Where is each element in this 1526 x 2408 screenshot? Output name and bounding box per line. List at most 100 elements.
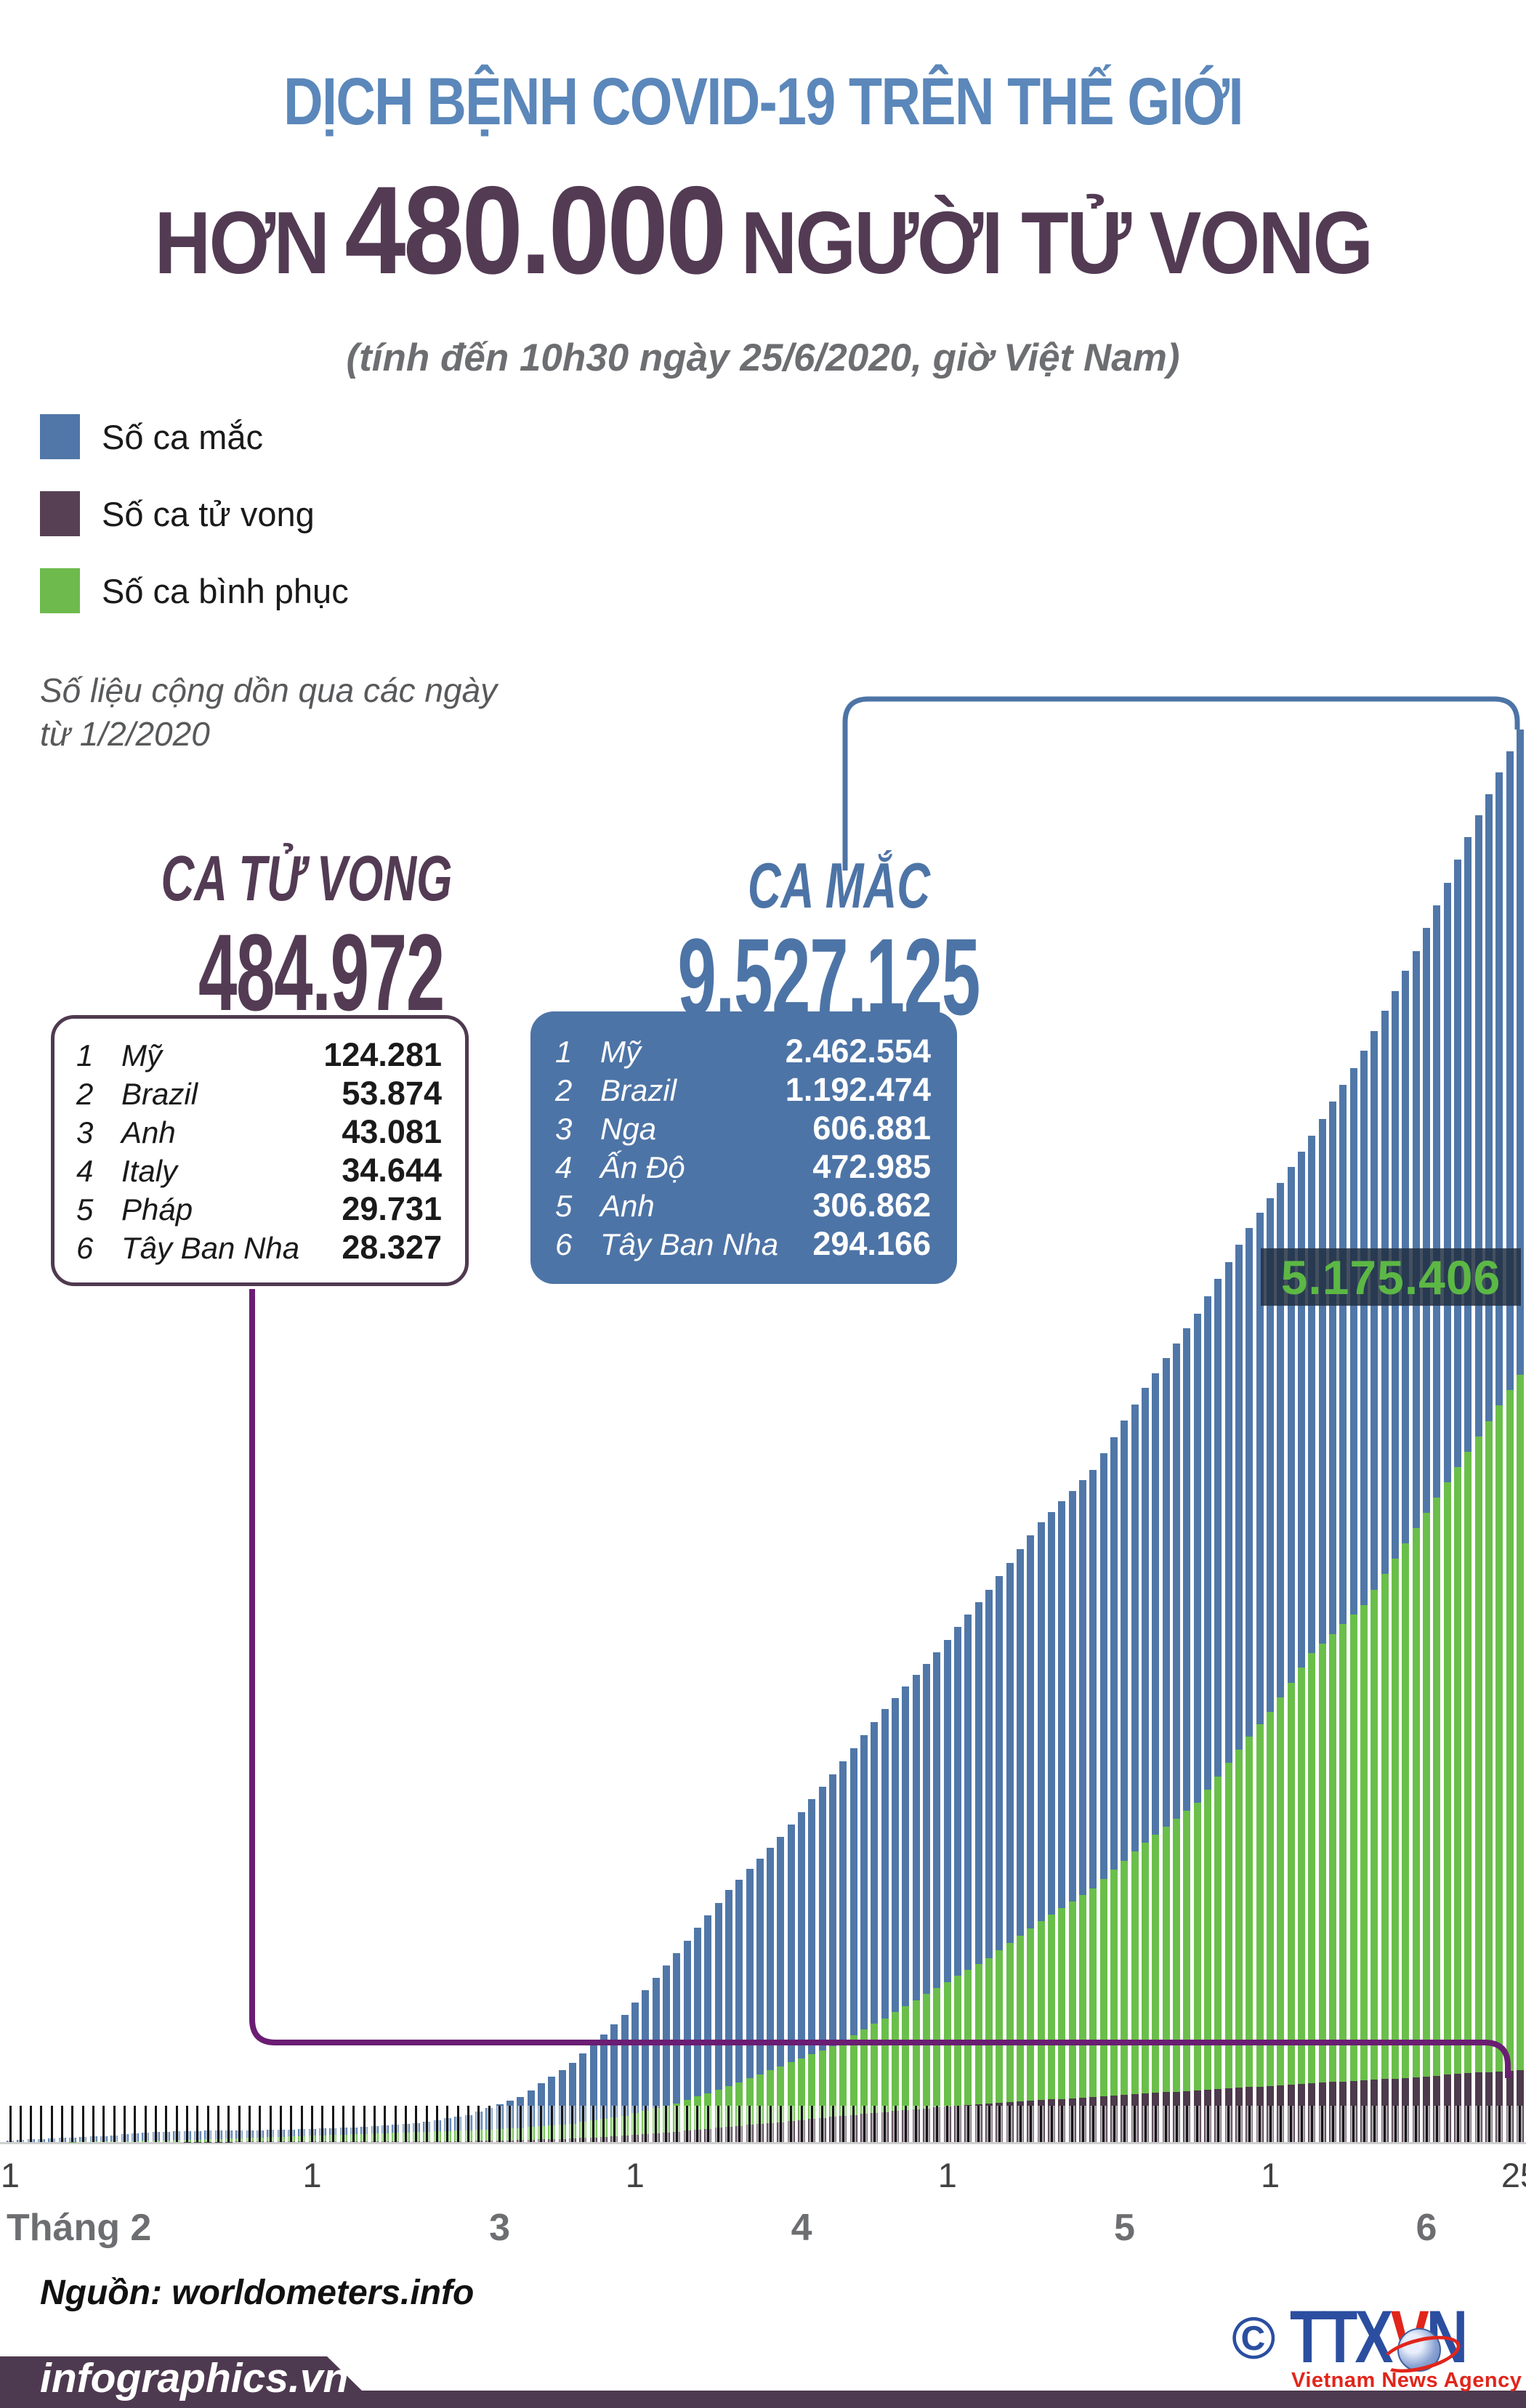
bar-cases — [662, 1965, 670, 2142]
bar-recovered — [1360, 1604, 1368, 2142]
brand-infographics: infographics.vn — [40, 2355, 349, 2401]
table-row: 1 Mỹ 124.281 — [76, 1036, 442, 1075]
day-tick-mark — [290, 2106, 293, 2142]
day-tick-mark — [40, 2106, 43, 2142]
day-tick-mark — [280, 2106, 283, 2142]
bar-cases — [1235, 1245, 1243, 2142]
day-tick-mark — [165, 2106, 168, 2142]
row-rank: 6 — [555, 1227, 573, 1261]
bar-recovered — [839, 2040, 847, 2142]
table-row: 4 Italy 34.644 — [76, 1152, 442, 1190]
day-tick-mark — [1019, 2106, 1022, 2142]
bar-recovered — [1423, 1512, 1431, 2142]
bar-cases — [704, 1915, 712, 2142]
day-tick-mark — [592, 2106, 595, 2142]
row-value: 606.881 — [812, 1110, 931, 1147]
day-tick-mark — [374, 2106, 376, 2142]
day-tick-mark — [113, 2106, 116, 2142]
bar-recovered — [1204, 1790, 1212, 2142]
bar-recovered — [1152, 1834, 1160, 2142]
legend-item: Số ca mắc — [40, 414, 349, 459]
bar-cases — [735, 1879, 743, 2142]
bar-cases — [933, 1652, 941, 2142]
day-tick-mark — [50, 2106, 53, 2142]
day-tick-mark — [738, 2106, 740, 2142]
row-value: 1.192.474 — [785, 1071, 931, 1108]
day-tick-mark — [1394, 2106, 1397, 2142]
row-rank: 1 — [76, 1038, 94, 1072]
bar-cases — [996, 1576, 1004, 2142]
bar-cases — [1099, 1453, 1107, 2142]
bar-recovered — [943, 1981, 951, 2142]
day-tick-mark — [1238, 2106, 1240, 2142]
table-row: 6 Tây Ban Nha 294.166 — [555, 1225, 931, 1264]
bar-recovered — [1131, 1851, 1139, 2142]
bar-recovered — [1349, 1615, 1357, 2142]
day-tick-mark — [873, 2106, 876, 2142]
bar-cases — [912, 1675, 920, 2142]
day-tick-mark — [217, 2106, 220, 2142]
bar-recovered — [1298, 1668, 1306, 2142]
day-tick-mark — [1113, 2106, 1115, 2142]
day-tick-mark — [394, 2106, 397, 2142]
bar-cases — [1246, 1227, 1254, 2142]
day-tick-mark — [1341, 2106, 1344, 2142]
day-tick-mark — [894, 2106, 897, 2142]
row-country: Anh — [121, 1115, 176, 1150]
row-value: 306.862 — [812, 1187, 931, 1224]
day-tick-mark — [821, 2106, 824, 2142]
row-country: Mỹ — [600, 1035, 641, 1069]
day-tick-mark — [956, 2106, 959, 2142]
bar-cases — [756, 1858, 764, 2142]
day-tick-mark — [1248, 2106, 1251, 2142]
day-tick-mark — [134, 2106, 137, 2142]
row-value: 472.985 — [812, 1148, 931, 1185]
bar-recovered — [1048, 1914, 1056, 2142]
x-axis-line — [0, 2142, 1526, 2144]
bar-recovered — [1027, 1928, 1035, 2142]
day-tick-mark — [1144, 2106, 1147, 2142]
bar-cases — [1121, 1421, 1129, 2142]
bar-cases — [777, 1837, 785, 2142]
bar-recovered — [818, 2050, 826, 2142]
row-country: Pháp — [121, 1192, 193, 1227]
bar-cases — [1298, 1151, 1306, 2142]
agency-wordmark: TTXVN — [1290, 2295, 1468, 2380]
day-tick-mark — [467, 2106, 470, 2142]
table-row: 4 Ấn Độ 472.985 — [555, 1148, 931, 1187]
day-tick-mark — [1352, 2106, 1355, 2142]
bar-recovered — [1339, 1624, 1347, 2142]
day-tick-mark — [477, 2106, 480, 2142]
day-tick-mark — [1123, 2106, 1126, 2142]
copyright-icon: © — [1232, 2306, 1276, 2372]
day-tick-mark — [155, 2106, 158, 2142]
day-tick-mark — [1310, 2106, 1313, 2142]
day-tick-mark — [196, 2106, 199, 2142]
note-line2: từ 1/2/2020 — [40, 715, 210, 753]
day-tick-mark — [238, 2106, 241, 2142]
ttxvn-logo: © TTXVN Vietnam News Agency — [1232, 2295, 1522, 2392]
row-value: 124.281 — [323, 1036, 442, 1073]
bar-recovered — [1235, 1750, 1243, 2142]
day-tick-mark — [1415, 2106, 1418, 2142]
bar-recovered — [1121, 1860, 1129, 2142]
day-tick-mark — [519, 2106, 522, 2142]
deaths-bracket-line — [249, 1289, 1511, 2078]
day-tick-mark — [884, 2106, 887, 2142]
day-tick-mark — [1227, 2106, 1230, 2142]
bar-recovered — [892, 2012, 900, 2142]
bar-cases — [1068, 1490, 1076, 2142]
day-tick-mark — [602, 2106, 605, 2142]
bar-recovered — [933, 1987, 941, 2142]
day-tick-mark — [686, 2106, 688, 2142]
agency-letter: T — [1290, 2295, 1325, 2378]
bar-recovered — [1318, 1643, 1326, 2142]
bar-cases — [568, 2063, 576, 2142]
day-tick-mark — [1185, 2106, 1188, 2142]
deaths-total: 484.972 — [198, 911, 445, 1033]
x-axis-month-label: 6 — [1416, 2207, 1437, 2249]
day-tick-mark — [1498, 2106, 1501, 2142]
day-tick-mark — [144, 2106, 147, 2142]
